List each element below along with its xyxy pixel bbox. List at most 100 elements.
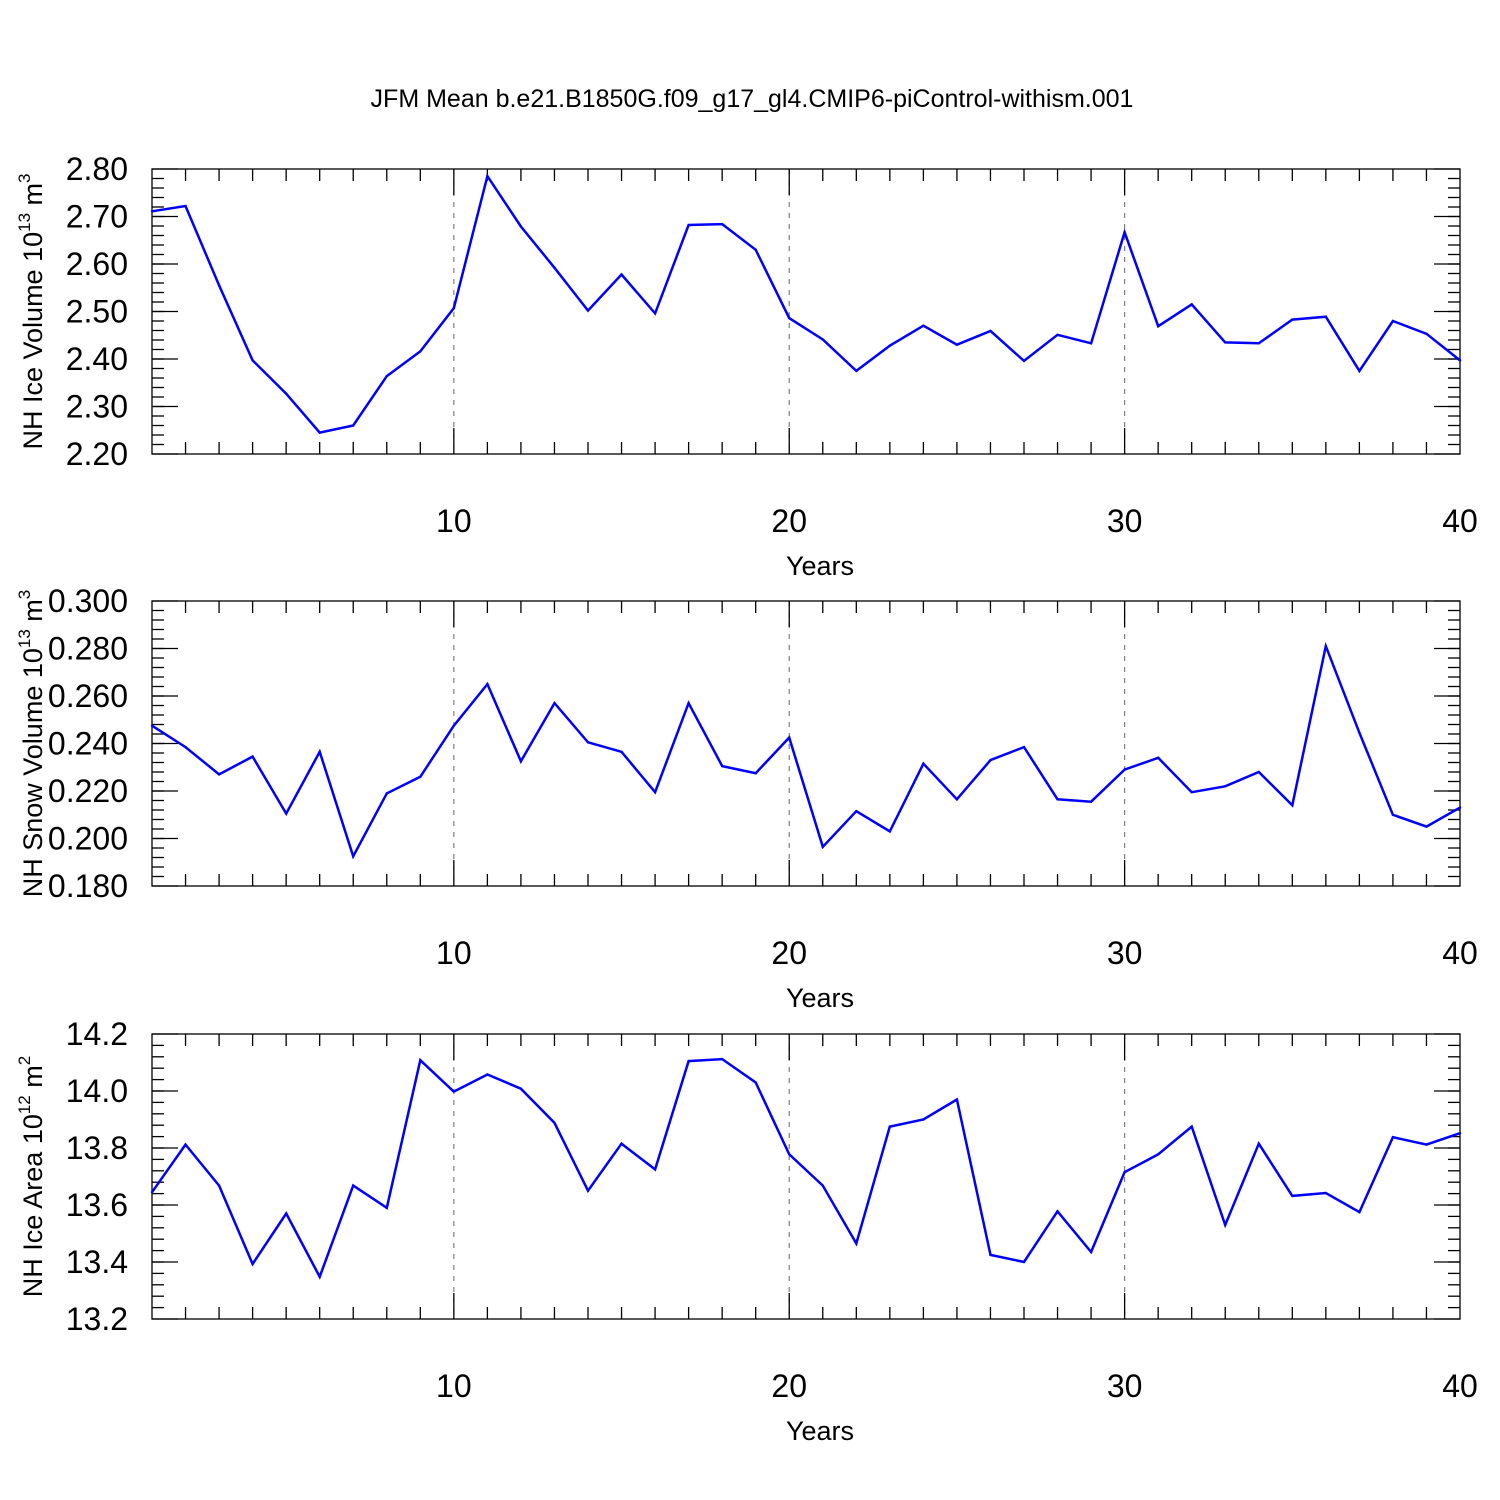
y-axis-label-part: NH Ice Volume 10 bbox=[18, 232, 48, 450]
x-tick-label: 30 bbox=[1107, 503, 1143, 539]
data-point bbox=[1156, 756, 1160, 759]
data-point bbox=[855, 809, 858, 813]
y-tick-label: 2.20 bbox=[66, 436, 128, 472]
data-series-line bbox=[151, 173, 1461, 434]
data-point bbox=[184, 1143, 187, 1146]
data-point bbox=[1291, 318, 1294, 321]
chart-title: JFM Mean b.e21.B1850G.f09_g17_gl4.CMIP6-… bbox=[371, 85, 1134, 113]
data-point bbox=[318, 1275, 321, 1279]
data-point bbox=[419, 350, 422, 353]
data-point bbox=[1224, 341, 1227, 344]
data-point bbox=[1324, 315, 1328, 318]
data-point bbox=[955, 343, 959, 346]
data-point bbox=[1156, 1153, 1160, 1156]
data-point bbox=[1458, 359, 1462, 362]
data-point bbox=[419, 1059, 422, 1062]
data-point bbox=[1425, 825, 1428, 828]
data-point bbox=[888, 1125, 892, 1128]
y-tick-label: 14.0 bbox=[66, 1073, 128, 1109]
x-axis-label: Years bbox=[786, 1416, 854, 1446]
y-tick-label: 0.260 bbox=[48, 678, 128, 714]
data-point bbox=[486, 682, 489, 686]
y-axis-label: NH Snow Volume 1013 m3 bbox=[15, 590, 48, 898]
data-point bbox=[1458, 806, 1462, 809]
y-tick-label: 0.240 bbox=[48, 726, 128, 762]
data-point bbox=[385, 1206, 388, 1210]
data-point bbox=[1089, 342, 1093, 345]
y-axis-label-superscript: 12 bbox=[15, 1095, 34, 1114]
data-point bbox=[720, 1057, 724, 1061]
y-axis-label-superscript: 13 bbox=[15, 629, 34, 648]
data-point bbox=[1358, 731, 1361, 735]
data-point bbox=[352, 855, 355, 858]
data-point bbox=[1123, 768, 1126, 771]
data-point bbox=[1324, 644, 1328, 648]
panel-3: 13.2 13.4 13.6 13.8 14.0 14.2 10 20 30 40 Years NH … bbox=[15, 1016, 1478, 1446]
data-point bbox=[1156, 325, 1160, 328]
data-point bbox=[586, 1189, 590, 1192]
data-point bbox=[352, 424, 355, 427]
data-point bbox=[720, 222, 724, 226]
data-point bbox=[452, 724, 456, 727]
data-point bbox=[519, 760, 523, 763]
data-point bbox=[284, 812, 288, 815]
data-point bbox=[519, 1087, 523, 1090]
data-point bbox=[888, 344, 892, 347]
data-point bbox=[452, 1090, 456, 1093]
y-tick-label: 13.6 bbox=[66, 1187, 128, 1223]
y-tick-label: 2.50 bbox=[66, 294, 128, 330]
data-point bbox=[1391, 319, 1395, 323]
x-tick-label: 40 bbox=[1442, 935, 1478, 971]
data-point bbox=[1257, 1142, 1260, 1145]
data-point bbox=[1123, 1171, 1126, 1174]
y-axis-label: NH Ice Area 1012 m2 bbox=[15, 1056, 48, 1297]
x-tick-label: 10 bbox=[436, 1368, 472, 1404]
data-point bbox=[217, 1184, 221, 1187]
x-tick-label: 20 bbox=[771, 503, 807, 539]
y-axis-label: NH Ice Volume 1013 m3 bbox=[15, 174, 48, 450]
y-axis-label-part: m bbox=[18, 183, 48, 213]
y-axis-label-part: m bbox=[18, 1065, 48, 1095]
data-point bbox=[1224, 1223, 1227, 1227]
data-point bbox=[251, 1262, 254, 1266]
data-point bbox=[788, 316, 791, 320]
y-axis-label-superscript: 13 bbox=[15, 213, 34, 232]
data-point bbox=[251, 755, 254, 758]
y-axis-label-superscript: 3 bbox=[15, 174, 34, 183]
data-point bbox=[720, 764, 724, 768]
data-point bbox=[888, 830, 892, 833]
data-point bbox=[1224, 785, 1227, 788]
data-point bbox=[486, 1073, 489, 1076]
x-tick-label: 20 bbox=[771, 1368, 807, 1404]
data-point bbox=[1391, 813, 1395, 816]
y-tick-label: 13.2 bbox=[66, 1301, 128, 1337]
data-point bbox=[1089, 800, 1093, 803]
y-tick-label: 0.300 bbox=[48, 583, 128, 619]
data-point bbox=[184, 745, 187, 749]
data-point bbox=[653, 1168, 657, 1171]
x-tick-label: 20 bbox=[771, 935, 807, 971]
data-point bbox=[352, 1184, 355, 1187]
data-point bbox=[1458, 1131, 1462, 1135]
data-point bbox=[754, 1081, 757, 1084]
data-point bbox=[821, 1184, 824, 1187]
data-point bbox=[1358, 369, 1361, 373]
data-point bbox=[620, 750, 623, 754]
data-point bbox=[620, 273, 623, 276]
data-point bbox=[821, 338, 824, 341]
data-point bbox=[284, 392, 288, 395]
data-point bbox=[989, 1253, 992, 1257]
data-point bbox=[687, 223, 690, 227]
data-point bbox=[922, 1118, 925, 1121]
data-point bbox=[821, 845, 824, 849]
data-point bbox=[1056, 333, 1059, 336]
data-point bbox=[318, 431, 321, 434]
y-axis-label-part: NH Snow Volume 10 bbox=[18, 648, 48, 897]
data-point bbox=[1190, 790, 1193, 794]
y-axis-label-superscript: 2 bbox=[15, 1056, 34, 1065]
data-point bbox=[1022, 1260, 1026, 1264]
data-point bbox=[586, 741, 590, 744]
data-point bbox=[452, 306, 456, 310]
data-point bbox=[687, 701, 690, 705]
y-tick-label: 13.8 bbox=[66, 1130, 128, 1166]
